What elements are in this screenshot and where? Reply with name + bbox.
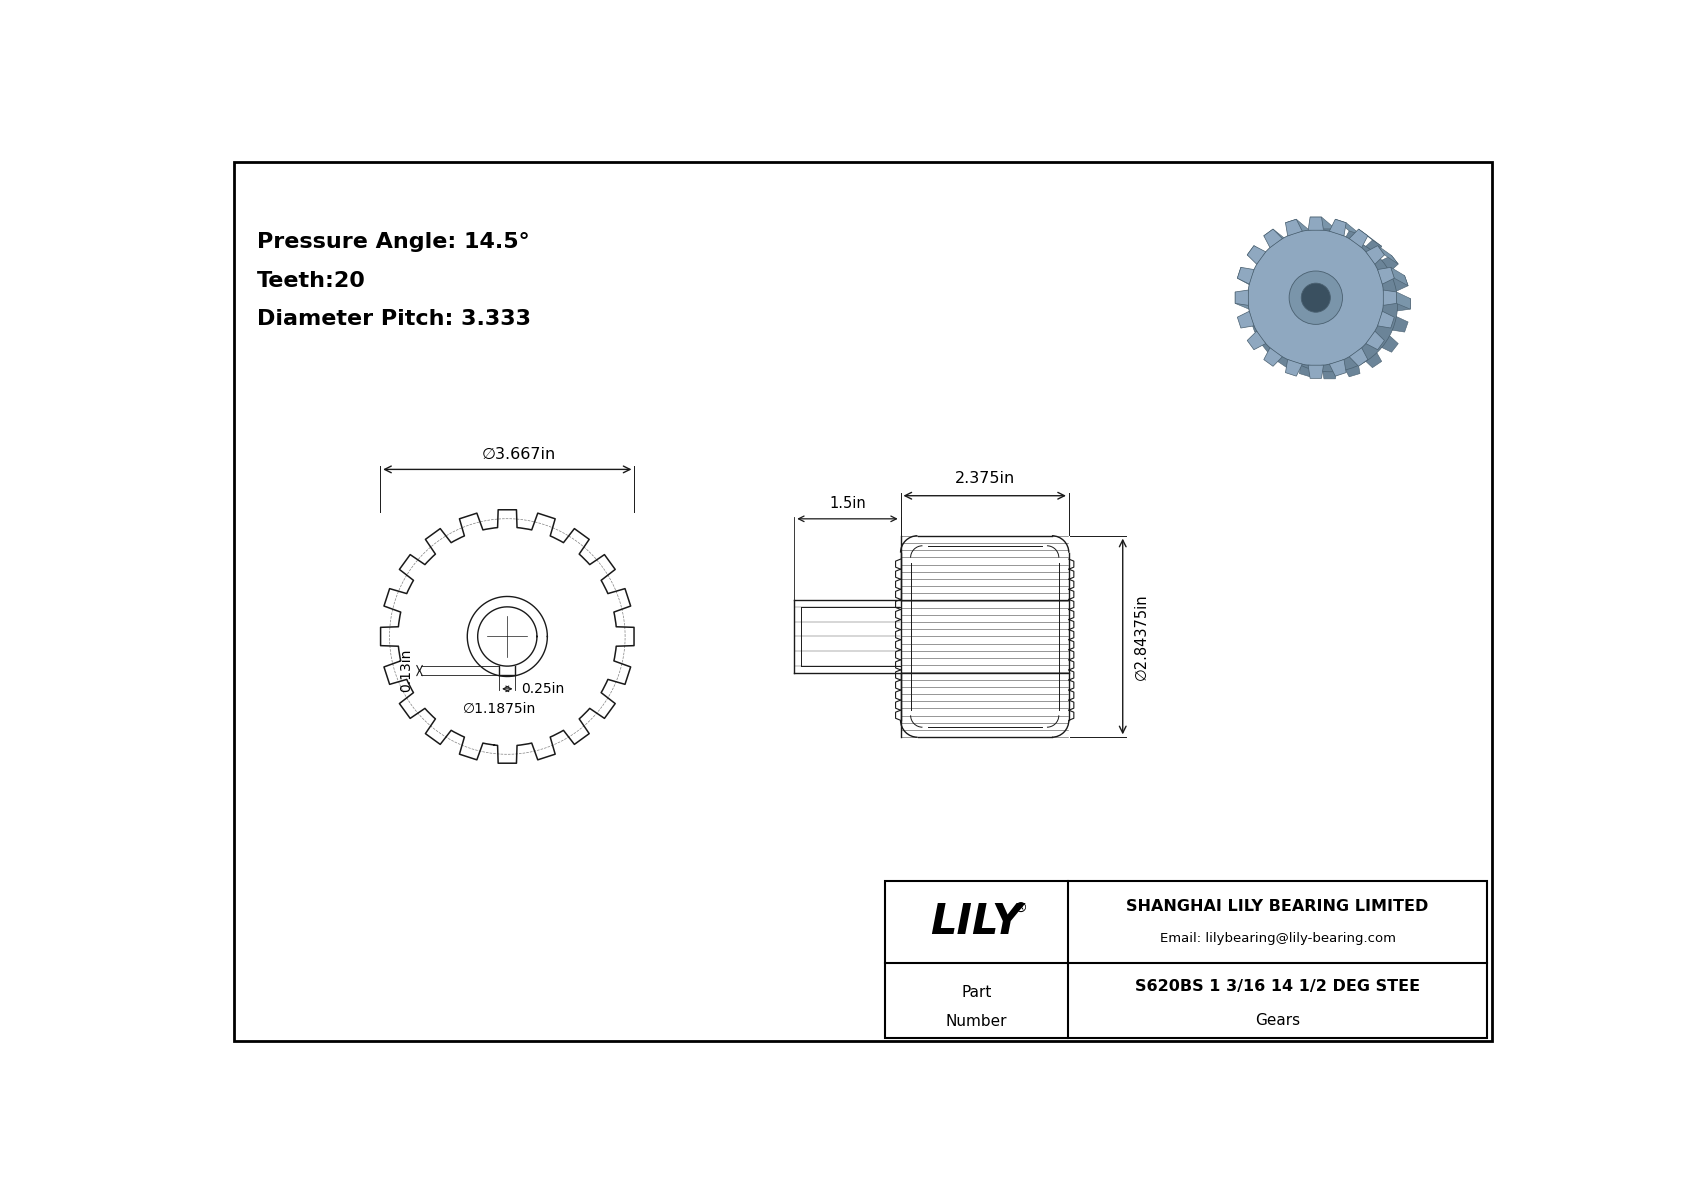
Polygon shape: [1322, 229, 1337, 241]
Polygon shape: [1378, 267, 1394, 285]
Polygon shape: [1378, 311, 1394, 328]
Polygon shape: [1391, 275, 1408, 292]
Polygon shape: [1285, 219, 1302, 236]
Text: 1.5in: 1.5in: [829, 497, 866, 511]
Polygon shape: [1263, 229, 1282, 248]
Polygon shape: [1379, 255, 1398, 273]
Polygon shape: [1300, 361, 1317, 376]
Polygon shape: [1238, 267, 1255, 286]
Polygon shape: [1362, 350, 1381, 368]
Polygon shape: [1248, 245, 1266, 264]
Circle shape: [1290, 272, 1342, 324]
Polygon shape: [1366, 245, 1384, 264]
Text: Gears: Gears: [1255, 1012, 1300, 1028]
Polygon shape: [1391, 317, 1408, 332]
Polygon shape: [1349, 348, 1367, 367]
Polygon shape: [1251, 275, 1268, 292]
Polygon shape: [1278, 241, 1297, 257]
Text: Email: lilybearing@lily-bearing.com: Email: lilybearing@lily-bearing.com: [1160, 931, 1396, 944]
Circle shape: [1261, 236, 1398, 372]
Polygon shape: [1329, 219, 1346, 236]
Circle shape: [1302, 283, 1330, 312]
Polygon shape: [1248, 245, 1268, 264]
Polygon shape: [1261, 255, 1280, 273]
Polygon shape: [1300, 231, 1317, 247]
Polygon shape: [1234, 292, 1250, 310]
Polygon shape: [1322, 367, 1337, 379]
Polygon shape: [1285, 360, 1302, 376]
Polygon shape: [1261, 335, 1280, 353]
Polygon shape: [1396, 292, 1410, 310]
Polygon shape: [1308, 366, 1324, 379]
Polygon shape: [1285, 219, 1310, 235]
Circle shape: [1248, 230, 1384, 366]
Polygon shape: [1234, 291, 1248, 305]
Text: Teeth:20: Teeth:20: [258, 270, 365, 291]
Polygon shape: [1366, 331, 1384, 350]
Text: Pressure Angle: 14.5°: Pressure Angle: 14.5°: [258, 232, 530, 252]
Polygon shape: [1335, 219, 1361, 235]
Text: LILY: LILY: [930, 900, 1022, 942]
Polygon shape: [1248, 331, 1266, 350]
Polygon shape: [1263, 348, 1282, 367]
Polygon shape: [1359, 229, 1381, 247]
Text: ∅1.1875in: ∅1.1875in: [463, 701, 536, 716]
Text: S620BS 1 3/16 14 1/2 DEG STEE: S620BS 1 3/16 14 1/2 DEG STEE: [1135, 979, 1420, 994]
Polygon shape: [1362, 241, 1381, 257]
Polygon shape: [1263, 229, 1287, 247]
Polygon shape: [1344, 231, 1361, 247]
Polygon shape: [1238, 267, 1255, 285]
Polygon shape: [1344, 361, 1361, 376]
Text: SHANGHAI LILY BEARING LIMITED: SHANGHAI LILY BEARING LIMITED: [1127, 899, 1428, 915]
Text: ∅3.667in: ∅3.667in: [482, 447, 556, 462]
Text: Diameter Pitch: 3.333: Diameter Pitch: 3.333: [258, 310, 530, 329]
Text: ∅2.84375in: ∅2.84375in: [1135, 593, 1148, 680]
Polygon shape: [1310, 217, 1335, 229]
Polygon shape: [1379, 335, 1398, 353]
Polygon shape: [1329, 360, 1346, 376]
Polygon shape: [1308, 217, 1324, 230]
Polygon shape: [1398, 297, 1410, 311]
Polygon shape: [1251, 317, 1268, 332]
Text: Number: Number: [946, 1015, 1007, 1029]
Polygon shape: [1383, 291, 1396, 305]
Text: 0.25in: 0.25in: [522, 682, 564, 696]
Polygon shape: [1250, 297, 1263, 311]
Text: 0.13in: 0.13in: [399, 649, 413, 692]
Polygon shape: [1238, 311, 1255, 328]
Text: ®: ®: [1014, 902, 1027, 916]
Bar: [884, 880, 1487, 1039]
Polygon shape: [1378, 245, 1398, 264]
Polygon shape: [1349, 229, 1367, 248]
Polygon shape: [1278, 350, 1297, 368]
Polygon shape: [1391, 267, 1408, 286]
Text: Part: Part: [962, 985, 992, 1000]
Text: 2.375in: 2.375in: [955, 472, 1015, 486]
